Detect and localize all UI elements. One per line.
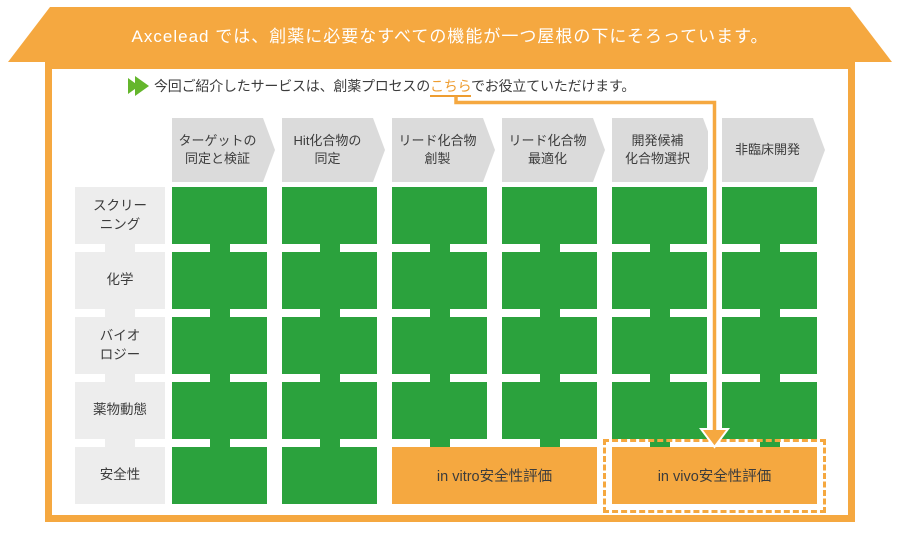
matrix-cell: [392, 252, 487, 309]
matrix-cell: [172, 187, 267, 244]
row-label-biology: バイオ ロジー: [75, 317, 165, 374]
matrix-cell: [392, 187, 487, 244]
process-step-candidate-selection: 開発候補 化合物選択: [612, 118, 715, 182]
row-label-dmpk: 薬物動態: [75, 382, 165, 439]
row-label-screening: スクリー ニング: [75, 187, 165, 244]
matrix-cell: [722, 187, 817, 244]
matrix-cell: [612, 252, 707, 309]
intro-text-prefix: 今回ご紹介したサービスは、創薬プロセスの: [154, 78, 430, 94]
matrix-cell: [172, 252, 267, 309]
row-safety: 安全性 in vitro安全性評価 in vivo安全性評価: [75, 439, 826, 513]
process-step-lead-generation: リード化合物 創製: [392, 118, 495, 182]
process-step-target-identification: ターゲットの 同定と検証: [172, 118, 275, 182]
matrix-cell: [172, 382, 267, 439]
process-step-hit-identification: Hit化合物の 同定: [282, 118, 385, 182]
roof-banner: Axcelead では、創薬に必要なすべての機能が一つ屋根の下にそろっています。: [8, 7, 892, 62]
process-step-preclinical: 非臨床開発: [722, 118, 825, 182]
in-vivo-safety-cell: in vivo安全性評価: [603, 439, 826, 513]
row-dmpk: 薬物動態: [75, 382, 817, 439]
matrix-cell: [722, 252, 817, 309]
matrix-cell: [612, 317, 707, 374]
matrix-cell: [282, 382, 377, 439]
intro-text: 今回ご紹介したサービスは、創薬プロセスのこちらでお役立ていただけます。: [154, 76, 636, 97]
double-arrow-icon: [128, 76, 149, 96]
matrix-cell: [282, 187, 377, 244]
row-label-chemistry: 化学: [75, 252, 165, 309]
banner-text: Axcelead では、創薬に必要なすべての機能が一つ屋根の下にそろっています。: [131, 27, 769, 46]
intro-text-suffix: でお役立ていただけます。: [470, 78, 636, 94]
matrix-cell: [722, 317, 817, 374]
header-spacer: [75, 118, 172, 182]
matrix-cell: [172, 317, 267, 374]
in-vitro-safety-cell: in vitro安全性評価: [392, 447, 598, 504]
matrix-cell: [502, 187, 597, 244]
process-matrix: ターゲットの 同定と検証 Hit化合物の 同定 リード化合物 創製 リード化合物…: [75, 118, 826, 513]
row-biology: バイオ ロジー: [75, 317, 817, 374]
matrix-cell: [612, 187, 707, 244]
matrix-cell: [392, 382, 487, 439]
matrix-cell: [722, 382, 817, 439]
matrix-cell: [612, 382, 707, 439]
matrix-cell: [282, 252, 377, 309]
row-screening: スクリー ニング: [75, 187, 817, 244]
matrix-cell: [172, 447, 268, 504]
matrix-cell: [502, 317, 597, 374]
matrix-cell: [392, 317, 487, 374]
matrix-cell: [502, 382, 597, 439]
matrix-cell: [282, 317, 377, 374]
process-step-lead-optimization: リード化合物 最適化: [502, 118, 605, 182]
content-box: 今回ご紹介したサービスは、創薬プロセスのこちらでお役立ていただけます。 ターゲッ…: [45, 62, 855, 522]
kochira-link[interactable]: こちら: [430, 78, 471, 97]
row-label-safety: 安全性: [75, 447, 165, 504]
process-header-row: ターゲットの 同定と検証 Hit化合物の 同定 リード化合物 創製 リード化合物…: [75, 118, 817, 182]
matrix-cell: [502, 252, 597, 309]
matrix-cell: [282, 447, 378, 504]
intro-line: 今回ご紹介したサービスは、創薬プロセスのこちらでお役立ていただけます。: [128, 76, 636, 97]
row-chemistry: 化学: [75, 252, 817, 309]
